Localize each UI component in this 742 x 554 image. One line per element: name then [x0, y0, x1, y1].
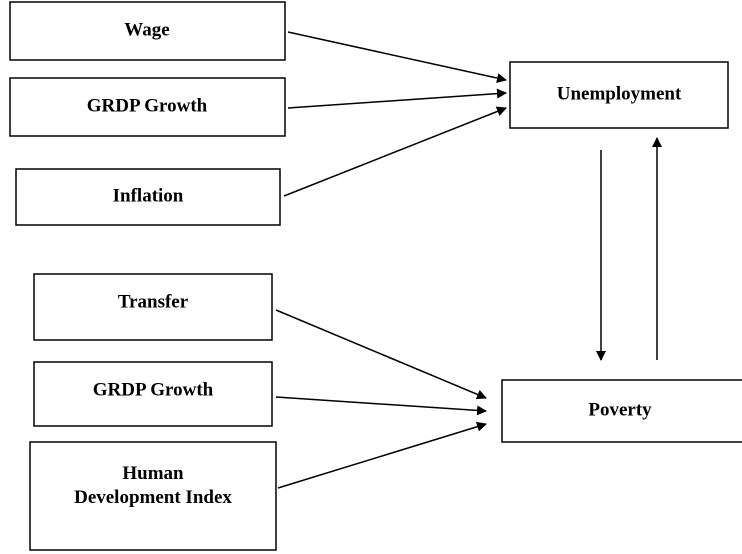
node-label: Inflation: [113, 185, 184, 206]
node-label: Wage: [124, 19, 169, 40]
node-label: GRDP Growth: [87, 95, 208, 116]
node-label: Human Development Index: [74, 463, 232, 508]
node-label-wrap: Human Development Index: [74, 463, 232, 508]
node-label: GRDP Growth: [93, 379, 214, 400]
node-box: [15, 168, 281, 226]
arrow: [275, 309, 487, 400]
arrow: [277, 421, 487, 489]
node-box: [9, 77, 286, 137]
node-label: Transfer: [118, 291, 189, 312]
arrow: [287, 31, 507, 83]
arrow: [275, 396, 487, 416]
node-box: [501, 379, 742, 443]
node-box: [509, 61, 729, 129]
node-box: [9, 1, 286, 61]
arrow: [287, 88, 507, 109]
node-box: [33, 273, 273, 341]
node-label: Poverty: [588, 399, 652, 420]
node-box: [29, 441, 277, 551]
node-box: [33, 361, 273, 427]
node-label: Unemployment: [557, 83, 682, 104]
arrow: [283, 106, 507, 197]
